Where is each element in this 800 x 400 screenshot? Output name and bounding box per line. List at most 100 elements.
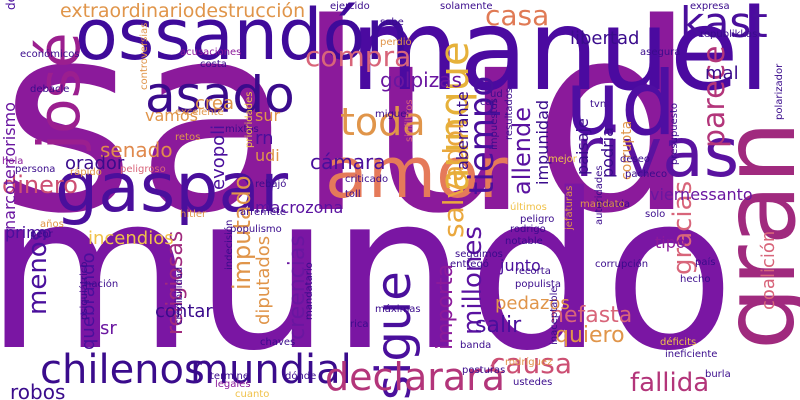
cloud-word: hola	[2, 156, 24, 167]
cloud-word: tipo	[655, 233, 686, 252]
cloud-word: populista	[515, 279, 561, 290]
cloud-word: mundial	[190, 347, 352, 393]
cloud-word: gaspar	[55, 149, 289, 228]
cloud-word: cuanto	[235, 389, 270, 400]
cloud-word: mal	[705, 63, 739, 84]
cloud-word: amor	[325, 132, 508, 214]
cloud-word: parece	[697, 45, 732, 148]
cloud-word: debacle	[30, 84, 70, 95]
cloud-word: populismo	[230, 224, 282, 235]
cloud-word: máximas	[375, 304, 421, 315]
cloud-word: controversias	[139, 22, 150, 90]
cloud-word: retos	[175, 132, 201, 143]
cloud-word: robos	[10, 380, 66, 400]
cloud-word: resultados	[504, 87, 515, 140]
cloud-word: macrozona	[255, 198, 344, 217]
cloud-word: inaceptable	[549, 286, 560, 345]
cloud-word: credibilidad	[174, 266, 185, 325]
cloud-word: kast	[680, 0, 768, 47]
cloud-word: deseo	[620, 154, 650, 165]
cloud-word: coalición	[758, 230, 779, 310]
cloud-word: ossandón	[75, 0, 410, 76]
cloud-word: legales	[215, 379, 251, 390]
cloud-word: golpizas	[380, 68, 462, 92]
cloud-word: solo	[645, 209, 666, 220]
cloud-word: peor	[30, 229, 53, 240]
cloud-word: quiero	[555, 323, 625, 348]
cloud-word: mandato	[580, 199, 625, 210]
cloud-word: seguimos	[455, 249, 503, 260]
cloud-word: nefasta	[550, 303, 633, 328]
cloud-word: sinfiltros	[404, 99, 415, 142]
cloud-word: peligro	[520, 214, 555, 225]
cloud-word: causa	[490, 347, 573, 380]
cloud-word: sabe	[380, 17, 404, 28]
cloud-word: banda	[460, 340, 492, 351]
cloud-word: cae	[480, 97, 498, 108]
cloud-word: viernessanto	[650, 185, 753, 204]
cloud-word: salud	[0, 0, 697, 271]
cloud-word: costa	[200, 59, 227, 70]
cloud-word: notable	[505, 236, 543, 247]
cloud-word: nación	[85, 279, 119, 290]
cloud-word: cámara	[310, 150, 386, 174]
cloud-word: psiquiátrico	[79, 261, 90, 320]
cloud-word: incendios	[88, 228, 174, 249]
cloud-word: solamente	[440, 1, 493, 12]
cloud-word: libertad	[570, 28, 640, 49]
cloud-word: mixtos	[225, 124, 259, 135]
cloud-word: país	[695, 257, 716, 268]
cloud-word: déficits	[660, 337, 697, 348]
cloud-word: peligroso	[120, 164, 166, 175]
cloud-word: termine	[210, 371, 250, 382]
cloud-word: compra	[305, 40, 412, 73]
cloud-word: excelente	[175, 107, 224, 118]
cloud-word: mejor	[548, 154, 577, 165]
cloud-word: expresa	[690, 1, 730, 12]
cloud-word: tvn	[590, 99, 607, 110]
cloud-word: dónde	[285, 371, 317, 382]
cloud-word: casa	[485, 0, 550, 32]
cloud-word: fallida	[630, 368, 710, 398]
cloud-word: toda	[340, 100, 426, 144]
cloud-word: rodríguez	[505, 357, 553, 368]
cloud-word: hecho	[680, 274, 711, 285]
cloud-word: crea	[195, 93, 235, 114]
cloud-word: jefaturas	[564, 185, 575, 230]
cloud-word: arremete	[240, 207, 287, 218]
cloud-word: entregó	[450, 259, 489, 270]
cloud-word: udi	[255, 146, 280, 165]
cloud-word: asado	[145, 66, 295, 124]
cloud-word: burla	[705, 369, 731, 380]
cloud-word: polarizador	[774, 63, 785, 120]
cloud-word: chilenos	[40, 347, 205, 393]
cloud-word: ineficiente	[665, 349, 718, 360]
cloud-word: mierda	[595, 199, 631, 210]
cloud-word: criticado	[345, 174, 389, 185]
cloud-word: ejercido	[330, 1, 370, 12]
cloud-word: chaves	[260, 337, 296, 348]
cloud-word: rivas	[575, 114, 740, 193]
cloud-word: persona	[15, 164, 56, 175]
cloud-word: perdió	[380, 37, 412, 48]
cloud-word: hitler	[180, 209, 207, 220]
cloud-word: salir	[475, 313, 522, 338]
cloud-word: sur	[255, 106, 281, 125]
cloud-word: ud	[490, 89, 503, 100]
cloud-word: pacheco	[625, 169, 668, 180]
cloud-word: rebajó	[255, 179, 287, 190]
cloud-word: importa	[433, 263, 458, 350]
cloud-word: dinero	[2, 171, 78, 199]
cloud-word: rodrigo	[510, 224, 546, 235]
cloud-word: republikkas	[700, 29, 758, 40]
cloud-word: económicos	[20, 49, 80, 60]
cloud-word: primo	[5, 223, 52, 242]
cloud-word: indecisión	[224, 219, 235, 270]
cloud-word: gran	[701, 120, 800, 350]
cloud-word: corrupción	[595, 259, 649, 270]
cloud-word: destaca	[4, 0, 18, 10]
cloud-word: extraordinariodestrucción	[60, 0, 306, 22]
cloud-word: toll	[345, 189, 361, 200]
cloud-word: aberrante	[453, 91, 472, 170]
cloud-word: junto	[500, 256, 541, 275]
